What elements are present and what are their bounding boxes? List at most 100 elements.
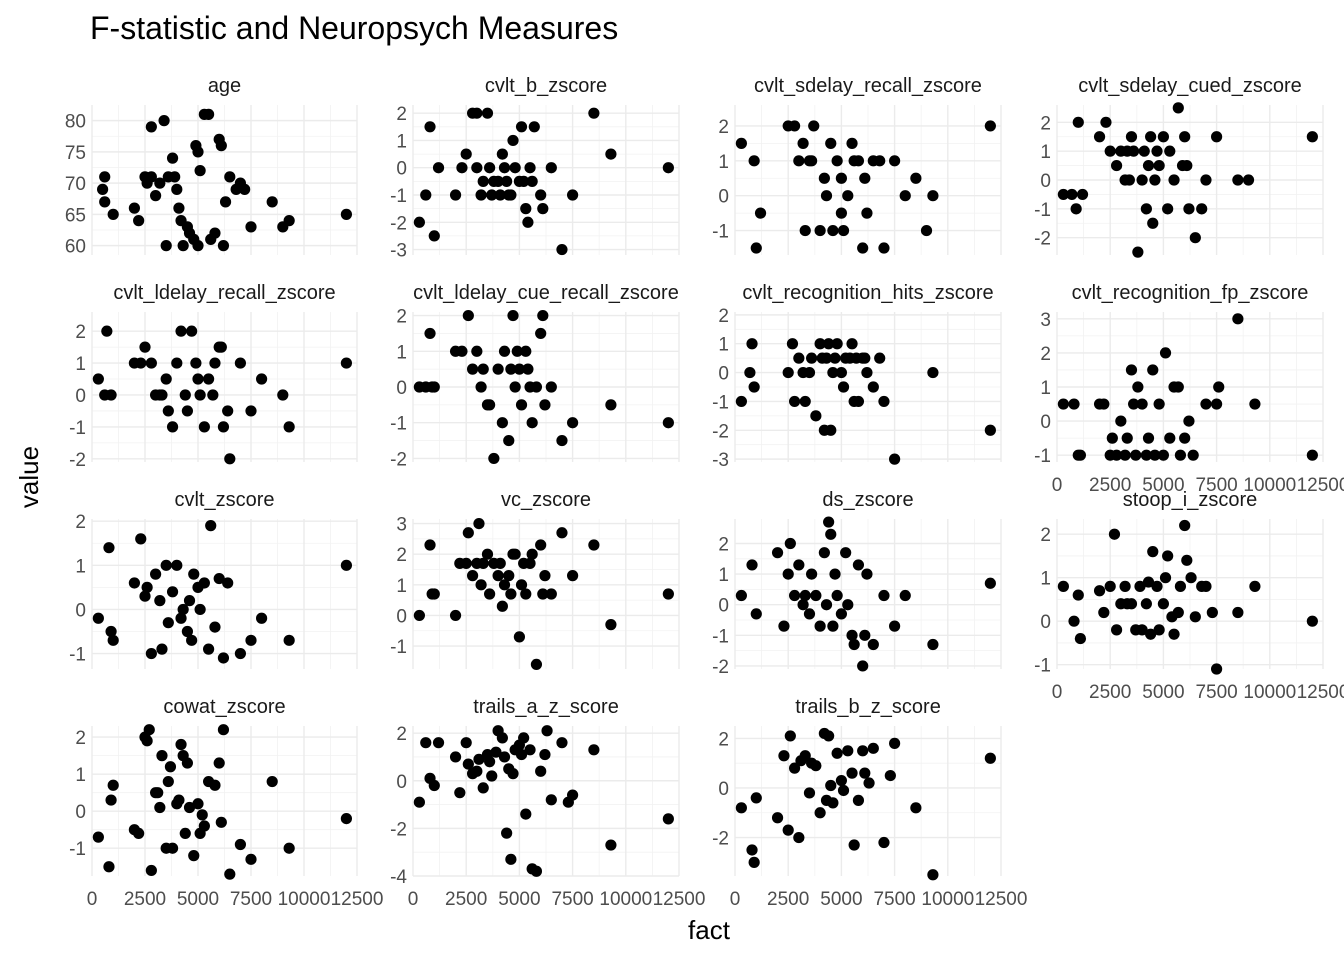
data-point: [1136, 174, 1148, 186]
data-point: [484, 756, 496, 768]
y-tick-label: 70: [65, 174, 86, 195]
data-point: [135, 533, 147, 545]
data-point: [1183, 415, 1195, 427]
x-tick-label: 10000: [1243, 475, 1296, 496]
data-point: [861, 568, 873, 580]
data-point: [810, 589, 822, 602]
data-point: [889, 737, 901, 749]
y-tick-label: 2: [1040, 113, 1051, 134]
data-point: [526, 417, 538, 429]
y-tick-label: 2: [718, 729, 729, 750]
y-tick-label: 75: [65, 143, 86, 164]
data-point: [222, 577, 234, 589]
data-point: [784, 537, 796, 550]
data-point: [788, 395, 801, 408]
data-point: [1196, 203, 1208, 215]
y-tick-label: -3: [390, 241, 407, 262]
data-point: [432, 162, 445, 174]
data-point: [520, 345, 532, 357]
data-point: [492, 175, 504, 187]
data-point: [1072, 589, 1084, 601]
data-point: [449, 609, 462, 622]
y-tick-label: 2: [718, 306, 729, 327]
x-tick-label: 7500: [1195, 475, 1237, 496]
data-point: [1147, 546, 1159, 558]
x-tick-label: 7500: [1195, 682, 1237, 703]
data-point: [852, 155, 865, 167]
data-point: [245, 405, 257, 417]
data-point: [1249, 580, 1261, 592]
data-point: [1140, 449, 1152, 461]
data-point: [139, 341, 151, 353]
data-point: [825, 779, 837, 792]
data-point: [186, 634, 198, 646]
data-point: [1189, 611, 1201, 623]
data-point: [141, 581, 153, 593]
y-tick-label: 2: [1040, 344, 1051, 365]
data-point: [143, 724, 155, 736]
facet-strip-label: cvlt_sdelay_cued_zscore: [1078, 75, 1301, 97]
data-point: [196, 809, 208, 821]
data-point: [105, 794, 117, 806]
data-point: [150, 568, 162, 580]
data-point: [1179, 519, 1191, 532]
data-point: [1074, 632, 1087, 645]
data-point: [874, 155, 886, 167]
data-point: [188, 568, 200, 580]
data-point: [840, 547, 852, 559]
y-tick-label: 1: [1040, 569, 1051, 590]
data-point: [194, 603, 206, 616]
data-point: [509, 548, 521, 560]
data-point: [814, 224, 826, 237]
data-point: [535, 765, 547, 777]
facet-strip-label: cvlt_zscore: [174, 489, 274, 511]
data-point: [984, 424, 996, 436]
data-point: [424, 539, 436, 551]
x-tick-label: 12500: [653, 889, 706, 910]
data-point: [835, 774, 848, 787]
data-point: [460, 557, 472, 569]
data-point: [188, 850, 200, 862]
panel-cowat-zscore: -1 0 1 2 0 2500 5000 7500 10000 12500 cowat_zscore: [69, 696, 383, 910]
y-tick-label: 2: [396, 724, 407, 745]
data-point: [746, 844, 758, 856]
data-point: [545, 794, 557, 806]
y-tick-label: 0: [1040, 171, 1051, 192]
data-point: [145, 647, 157, 660]
data-point: [1174, 449, 1187, 461]
data-point: [162, 405, 174, 417]
data-point: [1147, 364, 1159, 376]
data-point: [428, 381, 440, 393]
data-point: [567, 189, 579, 201]
data-point: [537, 309, 549, 322]
data-point: [498, 162, 511, 174]
data-point: [567, 789, 579, 801]
data-point: [535, 327, 547, 340]
data-point: [428, 779, 440, 792]
data-point: [413, 609, 425, 622]
data-point: [1130, 449, 1142, 461]
facet-strip-label: cowat_zscore: [163, 696, 285, 718]
data-point: [874, 352, 886, 364]
data-point: [1306, 449, 1318, 461]
x-tick-label: 0: [408, 889, 419, 910]
data-point: [1136, 624, 1148, 636]
data-point: [786, 338, 799, 350]
y-tick-label: 0: [396, 772, 407, 793]
y-tick-label: 1: [718, 335, 729, 356]
data-point: [820, 352, 833, 364]
data-point: [835, 366, 848, 379]
x-tick-label: 7500: [873, 889, 915, 910]
data-point: [492, 363, 504, 375]
data-point: [162, 775, 174, 788]
data-point: [413, 796, 425, 808]
y-tick-label: 1: [396, 342, 407, 363]
x-tick-label: 0: [730, 889, 741, 910]
data-point: [823, 338, 835, 350]
data-point: [454, 787, 466, 799]
x-tick-label: 10000: [278, 889, 331, 910]
data-point: [861, 366, 873, 379]
data-point: [1128, 145, 1140, 157]
data-point: [541, 725, 553, 737]
data-point: [852, 395, 865, 408]
